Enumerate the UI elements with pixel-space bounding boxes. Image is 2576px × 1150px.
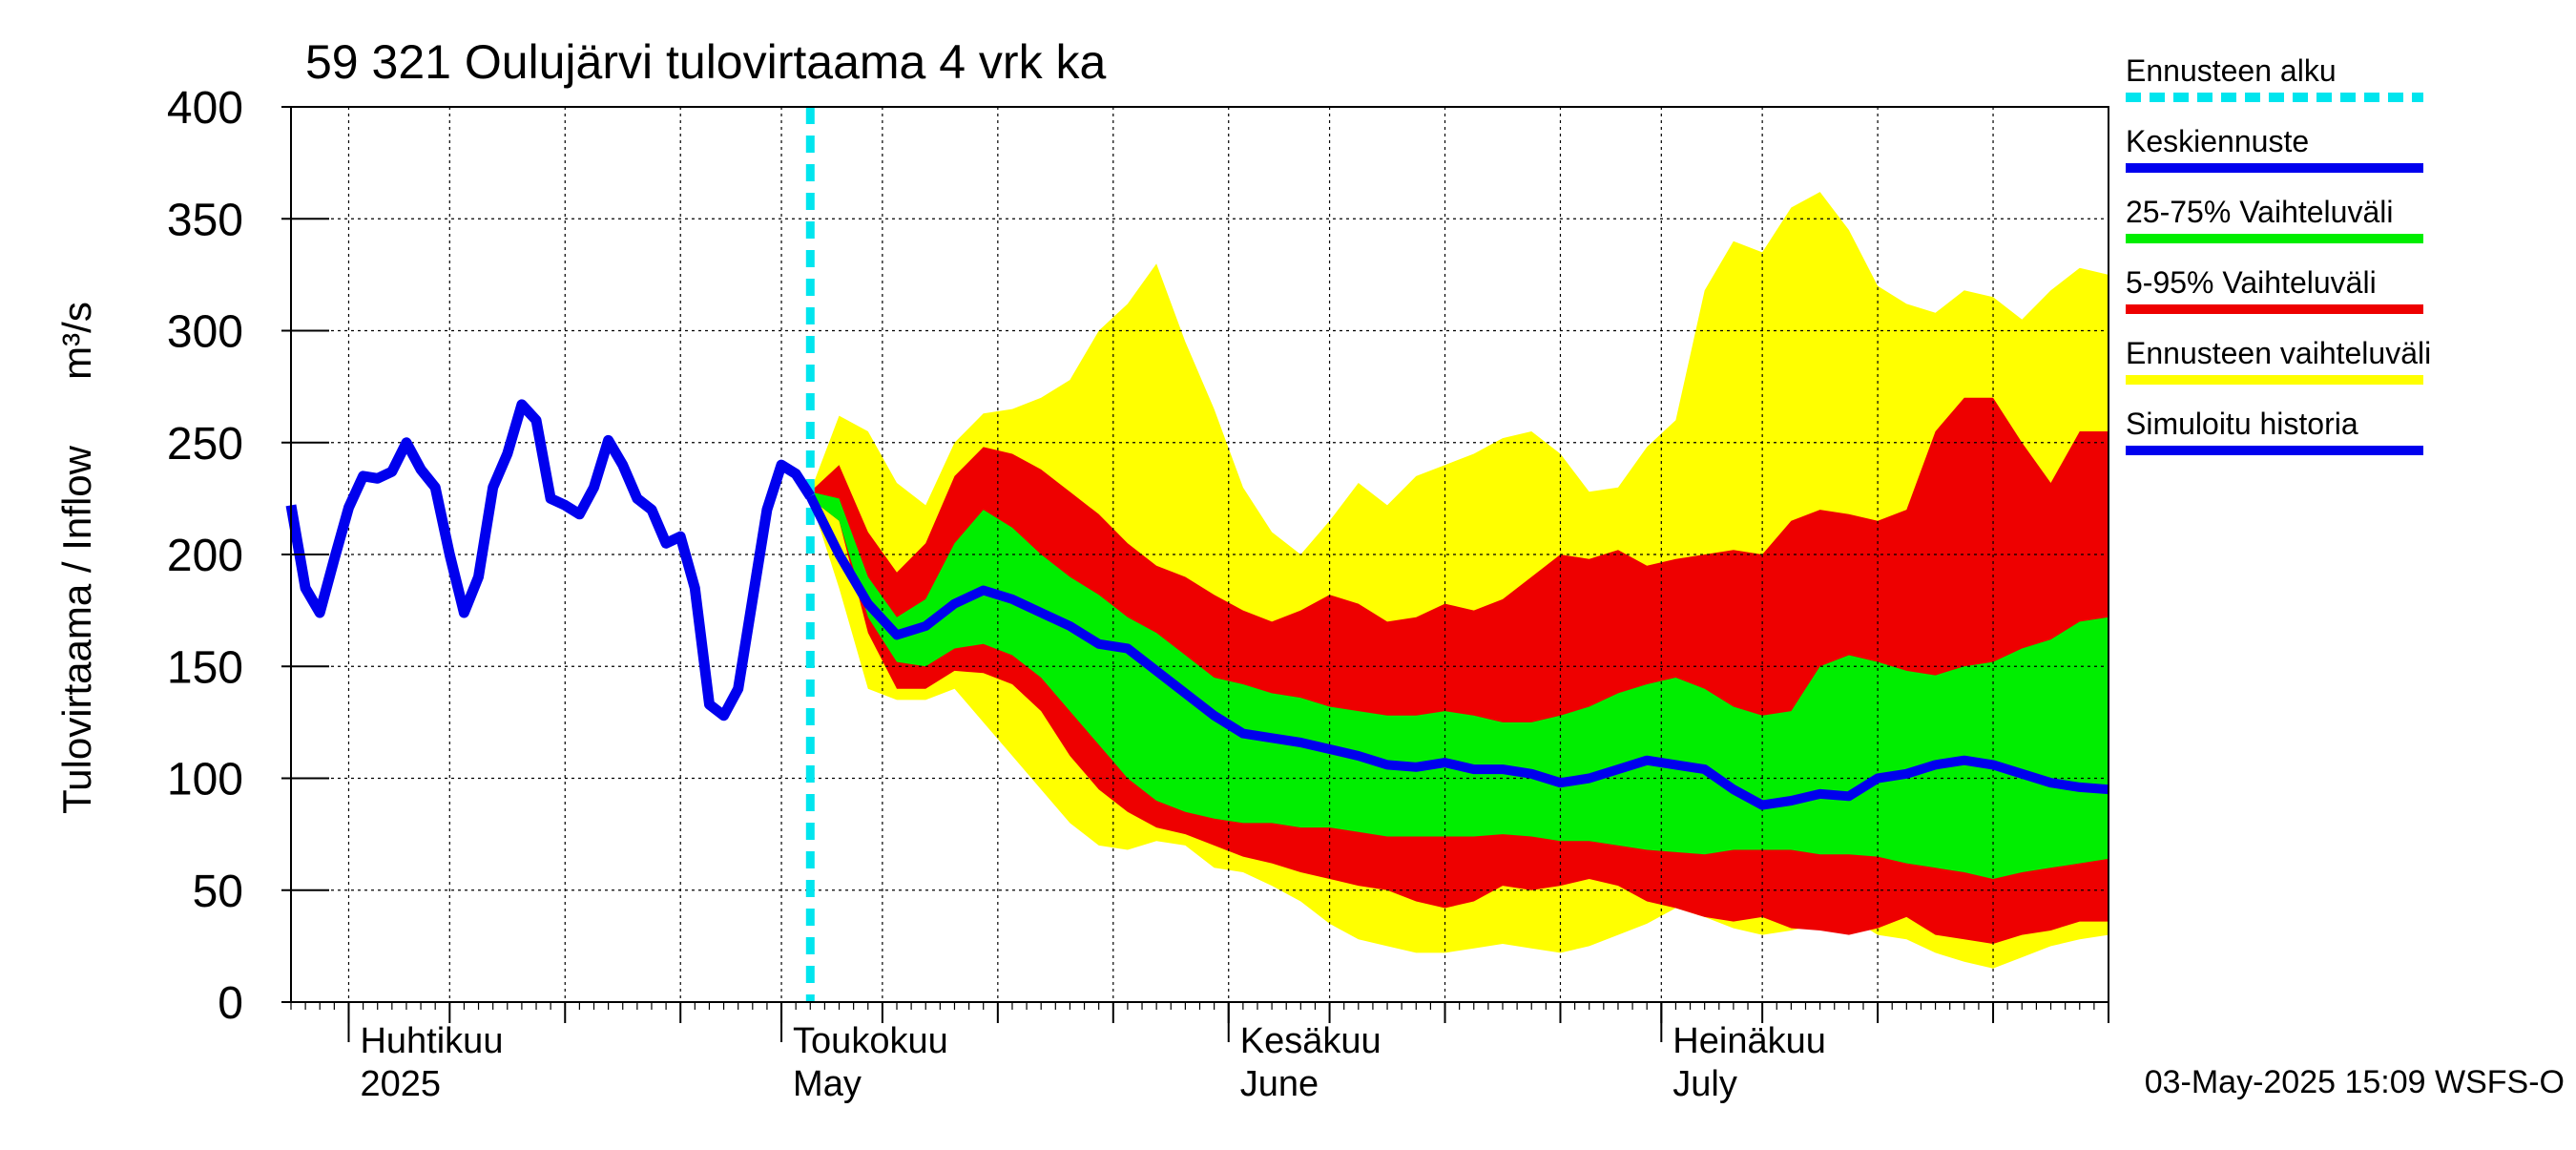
legend-label: Ennusteen alku [2126, 53, 2337, 88]
legend-label: 5-95% Vaihteluväli [2126, 265, 2377, 300]
y-tick-label: 350 [167, 195, 243, 245]
month-label-fi: Toukokuu [793, 1021, 948, 1061]
month-label-fi: Huhtikuu [360, 1021, 503, 1061]
chart-title: 59 321 Oulujärvi tulovirtaama 4 vrk ka [305, 35, 1106, 89]
legend-label: Ennusteen vaihteluväli [2126, 336, 2431, 370]
grid-lines [291, 107, 2109, 1002]
month-label-en: July [1672, 1064, 1737, 1104]
month-label-fi: Heinäkuu [1672, 1021, 1826, 1061]
y-tick-label: 100 [167, 755, 243, 805]
footer-timestamp: 03-May-2025 15:09 WSFS-O [2145, 1064, 2565, 1100]
y-tick-label: 300 [167, 307, 243, 358]
legend-label: Simuloitu historia [2126, 407, 2358, 441]
history-line [285, 399, 815, 721]
median-line [805, 493, 2109, 810]
y-tick-label: 400 [167, 83, 243, 134]
legend-label: 25-75% Vaihteluväli [2126, 195, 2393, 229]
y-tick-label: 0 [218, 978, 243, 1029]
y-tick-label: 200 [167, 531, 243, 581]
month-label-en: 2025 [360, 1064, 441, 1104]
y-tick-label: 250 [167, 419, 243, 470]
month-label-en: June [1240, 1064, 1319, 1104]
series-lines [285, 107, 2109, 1002]
month-label-fi: Kesäkuu [1240, 1021, 1381, 1061]
y-axis-label: Tulovirtaama / Inflow [54, 445, 99, 814]
forecast-bands [810, 192, 2109, 969]
band-25-75 [810, 491, 2109, 879]
month-label-en: May [793, 1064, 862, 1104]
y-axis-unit: m³/s [54, 302, 99, 380]
y-tick-label: 50 [193, 867, 243, 917]
legend-label: Keskiennuste [2126, 124, 2309, 158]
y-tick-label: 150 [167, 642, 243, 693]
legend: Ennusteen alku Keskiennuste 25-75% Vaihtel… [2126, 53, 2431, 455]
